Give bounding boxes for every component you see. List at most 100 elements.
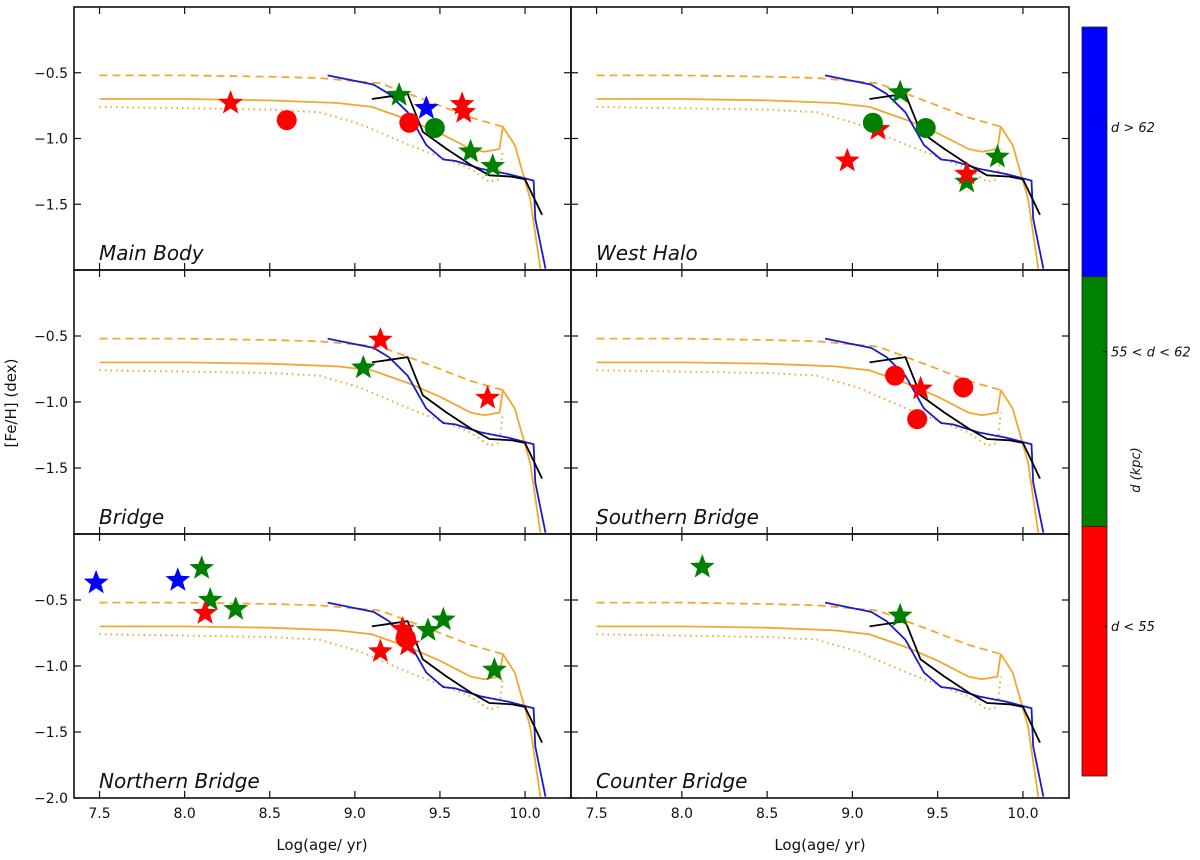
model-dotted-orange xyxy=(596,105,1002,183)
panel-label: Bridge xyxy=(99,505,164,529)
star-point xyxy=(390,616,415,640)
model-blue xyxy=(824,601,1045,797)
colorbar-segment-55-d-62 xyxy=(1081,276,1108,527)
data-points xyxy=(218,82,506,177)
x-axis-title-right: Log(age/ yr) xyxy=(774,836,865,854)
model-blue xyxy=(824,337,1045,533)
model-black xyxy=(869,620,1041,743)
x-tick-label: 9.0 xyxy=(344,806,366,822)
star-point xyxy=(834,147,860,172)
star-point xyxy=(415,617,441,641)
y-tick-label: −1.5 xyxy=(34,461,68,477)
data-points xyxy=(690,554,913,627)
circle-point xyxy=(907,409,928,430)
panel-label: Counter Bridge xyxy=(596,769,747,793)
y-tick-label: −2.0 xyxy=(34,791,68,807)
model-black xyxy=(869,92,1041,216)
star-point xyxy=(458,138,483,163)
model-black xyxy=(869,356,1041,479)
x-tick-label: 10.0 xyxy=(509,806,540,822)
circle-point xyxy=(862,112,883,133)
data-points xyxy=(351,327,500,409)
star-point xyxy=(449,91,475,115)
star-point xyxy=(83,569,109,594)
star-point xyxy=(887,602,913,627)
x-tick-label: 8.5 xyxy=(259,806,281,822)
model-solid-orange xyxy=(99,361,542,533)
model-curves xyxy=(99,601,547,797)
panel-frame xyxy=(570,269,1070,535)
panel-frame xyxy=(570,533,1070,799)
panel-grid: −0.5 −1.0 −1.5 Main Body West Halo −0.5 −1.0 −1… xyxy=(34,6,1070,822)
colorbar-segment-d-55 xyxy=(1081,525,1108,777)
model-curves xyxy=(596,601,1045,797)
star-point xyxy=(192,600,218,624)
star-point xyxy=(887,79,913,103)
circle-point xyxy=(915,117,936,138)
circle-point xyxy=(885,365,906,386)
model-blue xyxy=(327,601,547,797)
circle-point xyxy=(399,112,420,133)
x-tick-label: 8.5 xyxy=(756,806,778,822)
x-tick-label: 8.0 xyxy=(174,806,196,822)
star-point xyxy=(351,354,376,379)
model-blue xyxy=(824,74,1045,269)
star-point xyxy=(368,638,393,662)
star-point xyxy=(386,82,412,106)
star-point xyxy=(414,95,439,119)
axis-titles: [Fe/H] (dex) Log(age/ yr) Log(age/ yr) xyxy=(2,359,866,854)
circle-point xyxy=(953,377,974,398)
panel-northern-bridge: 7.5 8.0 8.5 9.0 9.5 10.0 −0.5 −1.0 −1.5 −2.0 North… xyxy=(34,533,572,822)
star-point xyxy=(368,327,393,351)
model-blue xyxy=(327,337,547,533)
panel-label: Main Body xyxy=(99,241,205,265)
colorbar-label: 55 < d < 62 xyxy=(1111,346,1191,361)
model-curves xyxy=(596,74,1045,269)
star-point xyxy=(451,99,477,123)
panel-frame xyxy=(570,6,1070,271)
model-solid-orange xyxy=(99,98,542,269)
circle-point xyxy=(276,110,297,131)
y-axis-title: [Fe/H] (dex) xyxy=(2,359,20,448)
star-point xyxy=(954,168,979,193)
x-tick-label: 9.0 xyxy=(841,806,863,822)
model-solid-orange xyxy=(596,361,1040,533)
y-tick-label: −1.0 xyxy=(34,659,68,675)
colorbar-label: d < 55 xyxy=(1111,620,1155,635)
star-point xyxy=(189,555,214,579)
panel-counter-bridge: 7.5 8.0 8.5 9.0 9.5 10.0 Counter Bridge xyxy=(570,533,1070,822)
y-tick-label: −0.5 xyxy=(34,66,68,82)
colorbar-title: d (kpc) xyxy=(1129,447,1144,492)
y-tick-label: −1.0 xyxy=(34,395,68,411)
x-tick-label: 10.0 xyxy=(1007,806,1038,822)
model-curves xyxy=(596,337,1045,533)
star-point xyxy=(197,587,223,611)
star-point xyxy=(431,606,456,631)
x-axis-title-left: Log(age/ yr) xyxy=(276,836,367,854)
panel-label: Southern Bridge xyxy=(596,505,759,529)
panel-frame xyxy=(73,269,572,535)
star-point xyxy=(908,375,933,400)
colorbar-label: d > 62 xyxy=(1111,121,1155,136)
panel-bridge: −0.5 −1.0 −1.5 Bridge xyxy=(34,269,572,535)
y-tick-label: −1.5 xyxy=(34,197,68,213)
model-solid-orange xyxy=(596,98,1040,269)
model-curves xyxy=(99,337,547,533)
panel-label: Northern Bridge xyxy=(99,769,260,793)
x-tick-label: 9.5 xyxy=(927,806,949,822)
model-solid-orange xyxy=(99,625,542,797)
panel-west-halo: West Halo xyxy=(570,6,1070,271)
y-tick-label: −1.5 xyxy=(34,725,68,741)
star-point xyxy=(395,631,420,656)
x-tick-label: 8.0 xyxy=(671,806,693,822)
model-dotted-orange xyxy=(596,369,1002,447)
star-point xyxy=(475,385,500,409)
colorbar: d > 62 55 < d < 62 d < 55 d (kpc) xyxy=(1081,26,1191,777)
model-dotted-orange xyxy=(99,633,504,711)
data-points xyxy=(834,79,1010,193)
model-dotted-orange xyxy=(99,105,504,183)
star-point xyxy=(223,596,249,620)
model-dotted-orange xyxy=(99,369,504,447)
x-tick-label: 7.5 xyxy=(585,806,607,822)
y-tick-label: −1.0 xyxy=(34,132,68,148)
